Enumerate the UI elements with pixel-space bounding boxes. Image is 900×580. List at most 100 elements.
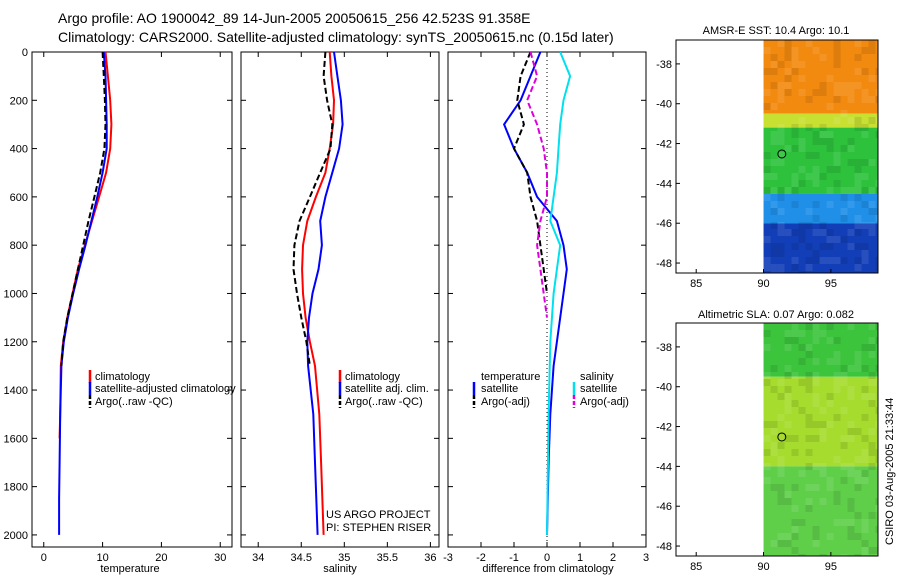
sst_map-texture-cell bbox=[812, 229, 820, 236]
sst_map-texture-cell bbox=[847, 145, 855, 152]
difference-legend-temperature: temperature satellite Argo(-adj) bbox=[472, 371, 540, 408]
sla_map-texture-cell bbox=[791, 337, 799, 344]
sla_map-texture-cell bbox=[784, 540, 792, 547]
sla_map-texture-cell bbox=[868, 351, 876, 358]
sst_map-texture-cell bbox=[784, 47, 792, 54]
sst_map-texture-cell bbox=[777, 96, 785, 103]
sst_map-texture-cell bbox=[861, 47, 869, 54]
sla_map-texture-cell bbox=[763, 330, 771, 337]
sla_map-texture-cell bbox=[784, 421, 792, 428]
sla_map-texture-cell bbox=[875, 498, 878, 505]
sla_map-texture-cell bbox=[798, 344, 806, 351]
sla_map-texture-cell bbox=[791, 505, 799, 512]
sst_map-texture-cell bbox=[833, 236, 841, 243]
sla_map-texture-cell bbox=[812, 533, 820, 540]
sla_map-texture-cell bbox=[875, 379, 878, 386]
legend-label-argo: Argo(..raw -QC) bbox=[345, 396, 423, 408]
sst_map-band-warm bbox=[763, 40, 878, 114]
sla_map-texture-cell bbox=[770, 442, 778, 449]
sla_map-texture-cell bbox=[875, 449, 878, 456]
sst_map-texture-cell bbox=[840, 236, 848, 243]
sst_map-texture-cell bbox=[854, 124, 862, 131]
sla_map-texture-cell bbox=[819, 554, 827, 556]
sst_map-texture-cell bbox=[819, 257, 827, 264]
sla_map-texture-cell bbox=[875, 547, 878, 554]
sst_map-texture-cell bbox=[826, 145, 834, 152]
sst_map-texture-cell bbox=[777, 131, 785, 138]
sla_map-texture-cell bbox=[854, 554, 862, 556]
sla_map-texture-cell bbox=[784, 533, 792, 540]
sst_map-texture-cell bbox=[812, 180, 820, 187]
sst_map-texture-cell bbox=[770, 271, 778, 273]
sla_map-texture-cell bbox=[868, 463, 876, 470]
sla_map-texture-cell bbox=[805, 435, 813, 442]
sst_map-texture-cell bbox=[812, 152, 820, 159]
sla_map-texture-cell bbox=[819, 498, 827, 505]
sla_map-texture-cell bbox=[826, 484, 834, 491]
sst_map-texture-cell bbox=[812, 257, 820, 264]
sst_map-texture-cell bbox=[798, 166, 806, 173]
sla_map-texture-cell bbox=[826, 533, 834, 540]
sla_map-texture-cell bbox=[805, 505, 813, 512]
sst_map-texture-cell bbox=[763, 236, 771, 243]
sla_map-texture-cell bbox=[805, 463, 813, 470]
sla_map-texture-cell bbox=[777, 379, 785, 386]
depth-tick-label: 800 bbox=[10, 240, 28, 252]
sla_map-texture-cell bbox=[861, 449, 869, 456]
sla_map-texture-cell bbox=[861, 386, 869, 393]
legend-heading-salinity: salinity bbox=[580, 371, 614, 383]
sla_map-texture-cell bbox=[777, 533, 785, 540]
sst_map-texture-cell bbox=[777, 61, 785, 68]
sla_map-texture-cell bbox=[791, 330, 799, 337]
sst_map-texture-cell bbox=[798, 271, 806, 273]
difference-xtick-label: -3 bbox=[443, 552, 453, 564]
sst_map-texture-cell bbox=[833, 180, 841, 187]
sst_map-texture-cell bbox=[875, 187, 878, 194]
sla_map-texture-cell bbox=[833, 498, 841, 505]
sla_map-texture-cell bbox=[819, 428, 827, 435]
sst_map-texture-cell bbox=[777, 124, 785, 131]
difference-xtick-label: 0 bbox=[544, 552, 550, 564]
sla_map-texture-cell bbox=[784, 435, 792, 442]
sla-map-frame bbox=[675, 322, 879, 557]
sla_map-texture-cell bbox=[826, 337, 834, 344]
sst_map-texture-cell bbox=[791, 201, 799, 208]
sla_map-texture-cell bbox=[777, 442, 785, 449]
sla_map-texture-cell bbox=[770, 449, 778, 456]
sst_map-texture-cell bbox=[854, 159, 862, 166]
sst_map-texture-cell bbox=[861, 68, 869, 75]
sst_map-ytick-label: -40 bbox=[656, 99, 672, 111]
sla_map-texture-cell bbox=[861, 519, 869, 526]
sst_map-texture-cell bbox=[777, 194, 785, 201]
sst_map-texture-cell bbox=[854, 117, 862, 124]
sla_map-texture-cell bbox=[833, 386, 841, 393]
sst_map-texture-cell bbox=[854, 194, 862, 201]
sst_map-texture-cell bbox=[812, 131, 820, 138]
sla_map-texture-cell bbox=[791, 323, 799, 330]
depth-tick-label: 1200 bbox=[4, 337, 28, 349]
sst_map-texture-cell bbox=[847, 89, 855, 96]
sst_map-texture-cell bbox=[833, 117, 841, 124]
sst_map-texture-cell bbox=[805, 243, 813, 250]
sst_map-texture-cell bbox=[840, 110, 848, 117]
sla_map-texture-cell bbox=[833, 519, 841, 526]
sla_map-texture-cell bbox=[854, 428, 862, 435]
sst_map-texture-cell bbox=[791, 47, 799, 54]
sla_map-texture-cell bbox=[854, 358, 862, 365]
salinity-legend: climatology satellite adj. clim. Argo(..… bbox=[338, 370, 429, 408]
sst_map-texture-cell bbox=[833, 96, 841, 103]
sla_map-texture-cell bbox=[777, 540, 785, 547]
sla_map-texture-cell bbox=[861, 470, 869, 477]
sla_map-texture-cell bbox=[840, 477, 848, 484]
sst_map-texture-cell bbox=[819, 54, 827, 61]
sst_map-texture-cell bbox=[819, 131, 827, 138]
sst_map-texture-cell bbox=[826, 243, 834, 250]
sst_map-texture-cell bbox=[763, 187, 771, 194]
sla_map-texture-cell bbox=[798, 358, 806, 365]
salinity-xtick-label: 36 bbox=[424, 552, 436, 564]
sst_map-texture-cell bbox=[840, 187, 848, 194]
sst_map-texture-cell bbox=[770, 187, 778, 194]
sst_map-texture-cell bbox=[819, 89, 827, 96]
sla_map-texture-cell bbox=[784, 400, 792, 407]
sst_map-texture-cell bbox=[875, 264, 878, 271]
